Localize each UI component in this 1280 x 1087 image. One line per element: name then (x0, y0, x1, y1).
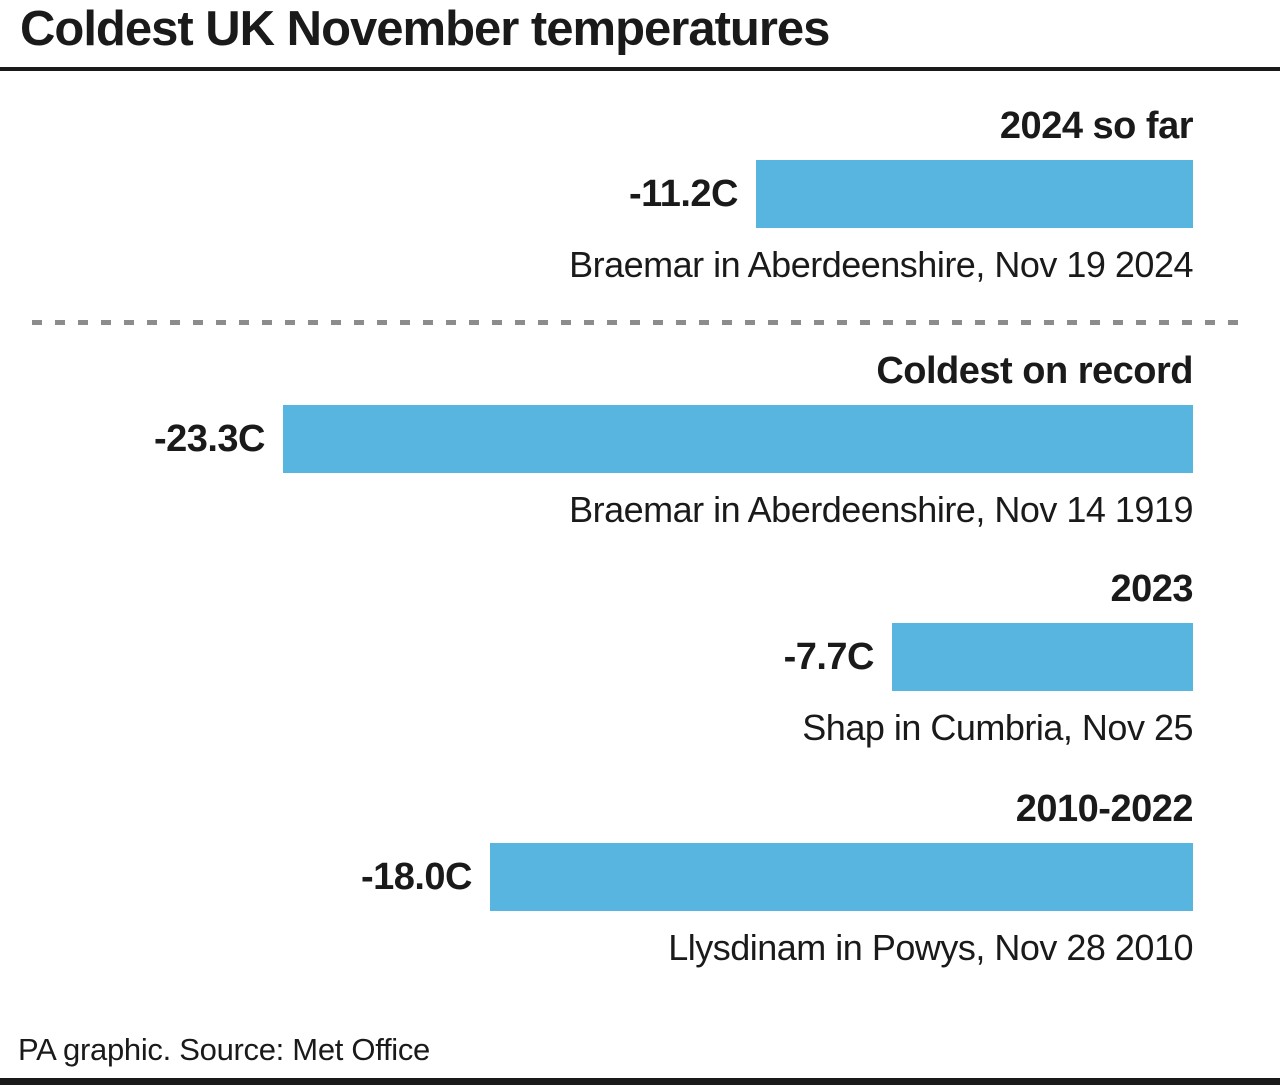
bar (892, 623, 1193, 691)
bar-caption: Llysdinam in Powys, Nov 28 2010 (668, 927, 1193, 968)
bar-group-label: Coldest on record (876, 350, 1193, 392)
bar-group-2010-2022: 2010-2022 -18.0C Llysdinam in Powys, Nov… (0, 787, 1280, 969)
bar (490, 843, 1193, 911)
bar-value-label: -11.2C (629, 172, 738, 215)
bar-row: -11.2C (0, 160, 1280, 228)
title-divider (0, 67, 1280, 71)
bar-group-2023: 2023 -7.7C Shap in Cumbria, Nov 25 (0, 567, 1280, 749)
bar-row: -7.7C (0, 623, 1280, 691)
source-credit: PA graphic. Source: Met Office (18, 1032, 430, 1067)
dashed-divider (32, 320, 1246, 325)
bar-value-label: -23.3C (153, 417, 266, 460)
bar-group-2024-so-far: 2024 so far -11.2C Braemar in Aberdeensh… (0, 104, 1280, 286)
bottom-border (0, 1078, 1280, 1085)
bar-value-label: -18.0C (360, 855, 473, 898)
bar-caption: Shap in Cumbria, Nov 25 (802, 707, 1193, 748)
bar-value-label: -7.7C (783, 635, 875, 678)
bar-row: -23.3C (0, 405, 1280, 473)
bar (283, 405, 1193, 473)
bar (756, 160, 1193, 228)
page-title: Coldest UK November temperatures (20, 2, 830, 56)
bar-group-coldest-on-record: Coldest on record -23.3C Braemar in Aber… (0, 349, 1280, 531)
bar-caption: Braemar in Aberdeenshire, Nov 19 2024 (569, 244, 1193, 285)
bar-caption: Braemar in Aberdeenshire, Nov 14 1919 (569, 489, 1193, 530)
bar-group-label: 2010-2022 (1015, 788, 1194, 830)
bar-row: -18.0C (0, 843, 1280, 911)
bar-group-label: 2024 so far (999, 105, 1194, 147)
bar-group-label: 2023 (1110, 568, 1193, 610)
